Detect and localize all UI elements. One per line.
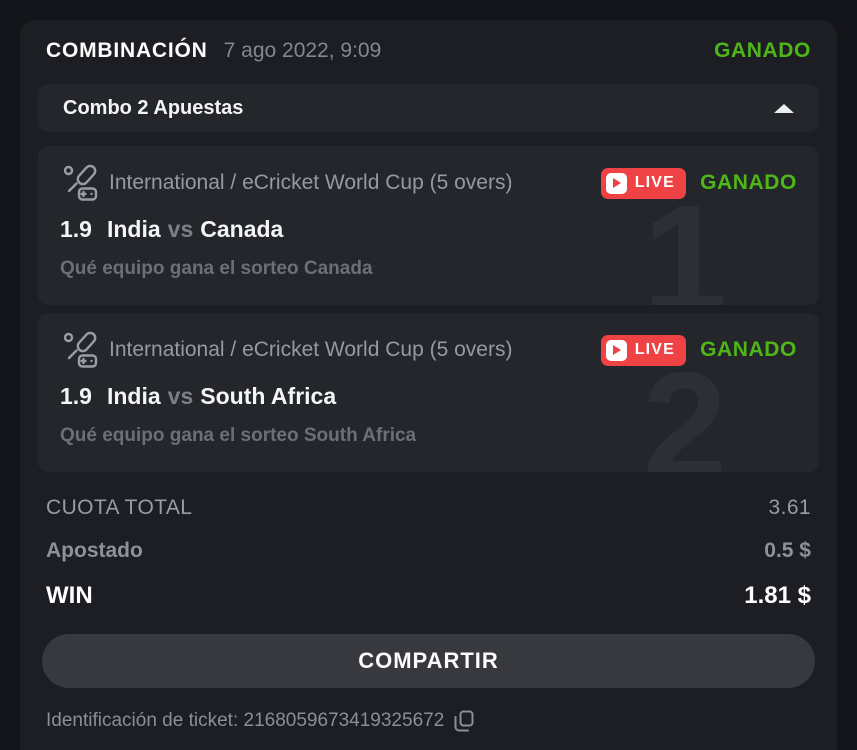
copy-icon[interactable] bbox=[454, 710, 474, 732]
combo-collapse-bar[interactable]: Combo 2 Apuestas bbox=[38, 84, 819, 132]
league-name: International / eCricket World Cup (5 ov… bbox=[109, 338, 513, 361]
ticket-id-label: Identificación de ticket: bbox=[46, 710, 239, 731]
ticket-summary: CUOTA TOTAL 3.61 Apostado 0.5 $ WIN 1.81… bbox=[20, 496, 837, 610]
chevron-up-icon[interactable] bbox=[774, 103, 794, 113]
combo-label: Combo 2 Apuestas bbox=[63, 96, 244, 119]
live-badge: LIVE bbox=[600, 167, 687, 199]
bet-status-badge: GANADO bbox=[700, 338, 797, 361]
ticket-status-badge: GANADO bbox=[714, 39, 811, 62]
vs-label: vs bbox=[167, 383, 194, 409]
ticket-id-value: 2168059673419325672 bbox=[243, 710, 445, 731]
bet-odds: 1.9 bbox=[60, 383, 92, 409]
total-odds-label: CUOTA TOTAL bbox=[46, 496, 193, 519]
league-name: International / eCricket World Cup (5 ov… bbox=[109, 171, 513, 194]
away-team: Canada bbox=[200, 216, 284, 242]
market-description: Qué equipo gana el sorteo South Africa bbox=[60, 425, 417, 446]
match-line: 1.9 India vs South Africa bbox=[60, 383, 797, 410]
bet-type-title: COMBINACIÓN bbox=[46, 39, 208, 62]
bet-index-watermark: 2 bbox=[642, 341, 727, 472]
bet-card-2: 2 International / eCricket World Cup (5 … bbox=[38, 313, 819, 472]
total-odds-value: 3.61 bbox=[768, 496, 811, 519]
home-team: India bbox=[106, 383, 161, 409]
win-label: WIN bbox=[46, 582, 93, 609]
live-badge: LIVE bbox=[600, 334, 687, 366]
bet-card-1: 1 International / eCricket World Cup (5 … bbox=[38, 146, 819, 305]
market-description: Qué equipo gana el sorteo Canada bbox=[60, 258, 373, 279]
home-team: India bbox=[106, 216, 161, 242]
win-value: 1.81 $ bbox=[744, 582, 811, 609]
ticket-id-row: Identificación de ticket: 21680596734193… bbox=[46, 710, 811, 732]
play-icon bbox=[605, 172, 627, 194]
bet-odds: 1.9 bbox=[60, 216, 92, 242]
away-team: South Africa bbox=[200, 383, 337, 409]
stake-label: Apostado bbox=[46, 539, 143, 562]
share-button[interactable]: COMPARTIR bbox=[42, 634, 815, 688]
bet-ticket-panel: COMBINACIÓN 7 ago 2022, 9:09 GANADO Comb… bbox=[20, 20, 837, 750]
ecricket-icon bbox=[63, 331, 98, 368]
bet-index-watermark: 1 bbox=[642, 174, 727, 305]
ecricket-icon bbox=[63, 164, 98, 201]
bet-status-badge: GANADO bbox=[700, 171, 797, 194]
stake-value: 0.5 $ bbox=[764, 539, 811, 562]
ticket-header: COMBINACIÓN 7 ago 2022, 9:09 GANADO bbox=[20, 20, 837, 82]
vs-label: vs bbox=[167, 216, 194, 242]
match-line: 1.9 India vs Canada bbox=[60, 216, 797, 243]
ticket-date: 7 ago 2022, 9:09 bbox=[223, 39, 382, 62]
play-icon bbox=[605, 339, 627, 361]
